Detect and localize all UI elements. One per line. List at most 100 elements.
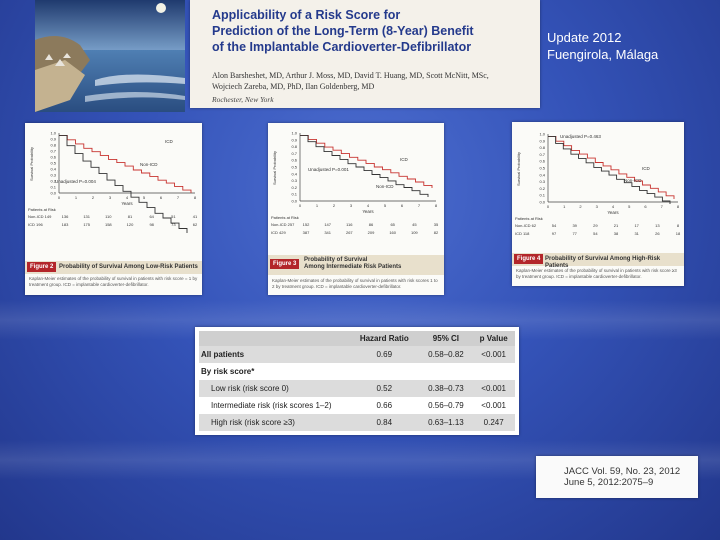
risk-row-name: Non-ICD 62 <box>515 223 537 228</box>
x-tick-label: 8 <box>194 195 197 200</box>
y-tick-label: 0.9 <box>291 137 297 142</box>
risk-value: 8 <box>677 223 680 228</box>
y-tick-label: 0.1 <box>539 193 545 198</box>
risk-value: 97 <box>552 231 557 236</box>
figure-caption-line: Among Intermediate Risk Patients <box>304 264 402 270</box>
hazard-ratio-cell: 0.69 <box>349 346 420 363</box>
x-tick-label: 1 <box>75 195 78 200</box>
y-tick-label: 0.8 <box>50 143 56 148</box>
y-tick-label: 0.7 <box>539 152 545 157</box>
p-value-annotation: Unadjusted P=0.463 <box>560 134 601 139</box>
non-icd-survival-curve <box>59 134 188 233</box>
row-label: All patients <box>199 346 349 363</box>
y-tick-label: 1.0 <box>291 131 297 136</box>
table-row: Low risk (risk score 0) 0.52 0.38–0.73 <0.0… <box>199 380 515 397</box>
non-icd-survival-curve <box>300 134 429 197</box>
table-header-row: Hazard Ratio 95% CI p Value <box>199 331 515 346</box>
row-label: By risk score* <box>201 367 255 376</box>
x-tick-label: 1 <box>316 203 319 208</box>
p-value-annotation: Unadjusted P=0.004 <box>55 179 96 184</box>
y-tick-label: 0.0 <box>50 191 56 196</box>
y-tick-label: 0.6 <box>539 159 545 164</box>
risk-value: 86 <box>369 222 374 227</box>
x-tick-label: 5 <box>628 204 631 209</box>
risk-value: 147 <box>324 222 331 227</box>
p-value-annotation: Unadjusted P=0.001 <box>308 167 349 172</box>
y-tick-label: 0.4 <box>291 171 297 176</box>
y-tick-label: 0.5 <box>291 165 297 170</box>
risk-value: 136 <box>62 214 69 219</box>
risk-value: 18 <box>676 231 681 236</box>
hazard-ratio-table-panel: Hazard Ratio 95% CI p Value All patients… <box>195 327 519 435</box>
hazard-ratio-cell <box>349 363 420 380</box>
p-value-cell: <0.001 <box>472 346 515 363</box>
figure-2-plot: 0.00.10.20.30.40.50.60.70.80.91.0 0 1 2 3 4 5 6… <box>28 131 198 233</box>
risk-value: 64 <box>149 214 154 219</box>
figure-4-plot: 0.0 0.1 0.2 0.3 0.40.5 0.6 0.7 0.8 0.91.0 0 1 2 3 4 5 6… <box>515 132 681 237</box>
non-icd-curve-label: Non-ICD <box>140 162 158 167</box>
ci-cell: 0.63–1.13 <box>419 414 473 431</box>
x-axis-label: Years <box>121 201 133 206</box>
icd-curve-label: ICD <box>165 139 174 144</box>
ci-cell <box>420 363 473 380</box>
x-tick-label: 6 <box>160 195 163 200</box>
x-tick-label: 0 <box>299 203 302 208</box>
y-tick-label: 0.2 <box>50 179 56 184</box>
x-tick-label: 3 <box>109 195 112 200</box>
figure-caption: Probability of Survival Among High-Risk … <box>545 256 661 269</box>
icd-survival-curve <box>59 134 192 193</box>
row-label: Low risk (risk score 0) <box>199 380 349 397</box>
risk-row-name: Non-ICD 149 <box>28 214 52 219</box>
risk-row-name: ICD 196 <box>28 222 43 227</box>
ci-cell: 0.38–0.73 <box>419 380 473 397</box>
risk-value: 26 <box>655 231 660 236</box>
article-header: Applicability of a Risk Score for Predic… <box>190 0 540 108</box>
y-tick-label: 0.9 <box>50 137 56 142</box>
y-tick-label: 1.0 <box>539 132 545 137</box>
risk-value: 54 <box>593 231 598 236</box>
x-tick-label: 2 <box>579 204 582 209</box>
figure-caption-line: Probability of Survival <box>304 257 368 263</box>
ci-cell: 0.58–0.82 <box>419 346 473 363</box>
risk-value: 387 <box>303 230 310 235</box>
figure-legend: Kaplan-Meier estimates of the probabilit… <box>516 268 677 279</box>
risk-value: 31 <box>634 231 639 236</box>
figure-caption-bar: Figure 4 Probability of Survival Among H… <box>512 253 684 269</box>
risk-value: 98 <box>149 222 154 227</box>
x-tick-label: 7 <box>661 204 664 209</box>
x-tick-label: 3 <box>596 204 599 209</box>
y-tick-label: 0.4 <box>50 167 56 172</box>
x-tick-label: 7 <box>177 195 180 200</box>
article-title-line: Prediction of the Long-Term (8-Year) Ben… <box>212 24 474 38</box>
risk-value: 341 <box>324 230 331 235</box>
article-authors-line: Alon Barsheshet, MD, Arthur J. Moss, MD,… <box>212 71 489 80</box>
x-tick-label: 1 <box>563 204 566 209</box>
risk-value: 267 <box>346 230 353 235</box>
figure-3-panel: 0.0 0.1 0.2 0.3 0.4 0.5 0.6 0.7 0.8 0.9 1.0 0 1 2 3 4 5 6… <box>268 123 444 295</box>
figure-caption-bar: Figure 2 Probability of Survival Among L… <box>25 261 202 274</box>
y-tick-label: 0.8 <box>291 144 297 149</box>
p-value-cell <box>472 363 515 380</box>
y-tick-label: 0.8 <box>539 145 545 150</box>
article-title: Applicability of a Risk Score for Predic… <box>212 7 532 55</box>
x-tick-label: 4 <box>612 204 615 209</box>
article-title-line: Applicability of a Risk Score for <box>212 8 401 22</box>
column-header-hazard-ratio: Hazard Ratio <box>349 331 420 346</box>
risk-value: 183 <box>62 222 69 227</box>
hazard-ratio-cell: 0.66 <box>376 401 393 410</box>
x-axis-label: Years <box>607 210 619 215</box>
risk-table-header: Patients at Risk <box>28 207 56 212</box>
figure-label: Figure 2 <box>27 262 57 272</box>
row-label: High risk (risk score ≥3) <box>199 414 349 431</box>
figure-3-plot: 0.00.10.20.30.40.50.60.70.80.91.00 1 2 3 4 5 6… <box>271 131 439 236</box>
y-tick-label: 0.3 <box>50 173 56 178</box>
figure-caption-bar: Figure 3 Probability of Survival Among I… <box>268 255 444 275</box>
x-tick-label: 2 <box>333 203 336 208</box>
x-tick-label: 4 <box>367 203 370 208</box>
table-row: By risk score* <box>199 363 515 380</box>
y-axis-label: Survival Probability <box>516 152 521 186</box>
y-tick-label: 0.7 <box>291 151 297 156</box>
table-row: Intermediate risk (risk scores 1–2) 0.66 0… <box>199 397 515 414</box>
icd-curve-label: ICD <box>400 157 409 162</box>
risk-value: 29 <box>593 223 598 228</box>
